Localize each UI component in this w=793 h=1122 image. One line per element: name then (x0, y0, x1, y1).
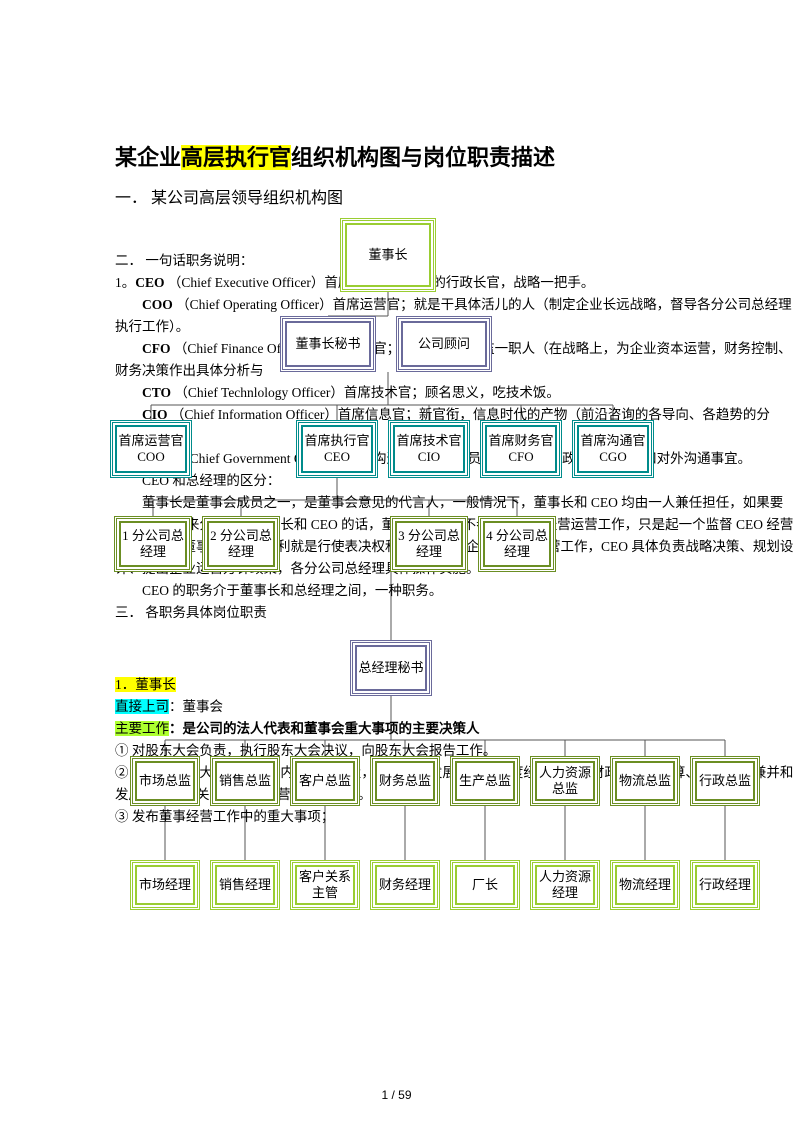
paragraph-ceo-between: CEO 的职务介于董事长和总经理之间，一种职务。 (115, 580, 793, 602)
org-box-secretary: 董事长秘书 (280, 316, 376, 372)
org-box-gm4: 4 分公司总经理 (478, 516, 556, 572)
section-3-heading: 三． 各职务具体岗位职责 (115, 602, 793, 624)
org-box-gm2: 2 分公司总经理 (202, 516, 280, 572)
org-box-m2: 销售经理 (210, 860, 280, 910)
section-2-heading: 二． 一句话职务说明： (115, 250, 793, 272)
org-box-d4: 财务总监 (370, 756, 440, 806)
org-box-d7: 物流总监 (610, 756, 680, 806)
org-box-m7: 物流经理 (610, 860, 680, 910)
org-box-ceo: 首席执行官CEO (296, 420, 378, 478)
org-box-d6: 人力资源总监 (530, 756, 600, 806)
resp-3: ③ 发布董事经营工作中的重大事项； (115, 806, 793, 828)
org-box-d1: 市场总监 (130, 756, 200, 806)
org-box-m1: 市场经理 (130, 860, 200, 910)
org-box-m5: 厂长 (450, 860, 520, 910)
page-number: 1 / 59 (0, 1088, 793, 1102)
org-box-d8: 行政总监 (690, 756, 760, 806)
org-box-cfo: 首席财务官CFO (480, 420, 562, 478)
chairman-heading: 1．董事长 (115, 674, 793, 696)
org-box-coo: 首席运营官COO (110, 420, 192, 478)
section-1-heading: 一． 某公司高层领导组织机构图 (115, 184, 793, 208)
main-work: 主要工作：是公司的法人代表和董事会重大事项的主要决策人 (115, 718, 793, 740)
doc-title: 某企业高层执行官组织机构图与岗位职责描述 (115, 140, 793, 172)
org-box-gm3: 3 分公司总经理 (390, 516, 468, 572)
org-box-cgo: 首席沟通官CGO (572, 420, 654, 478)
org-box-m8: 行政经理 (690, 860, 760, 910)
org-box-d3: 客户总监 (290, 756, 360, 806)
org-box-d2: 销售总监 (210, 756, 280, 806)
org-box-m3: 客户关系主管 (290, 860, 360, 910)
org-box-gm1: 1 分公司总经理 (114, 516, 192, 572)
direct-supervisor: 直接上司：董事会 (115, 696, 793, 718)
org-box-gmsec: 总经理秘书 (350, 640, 432, 696)
org-box-d5: 生产总监 (450, 756, 520, 806)
org-box-advisor: 公司顾问 (396, 316, 492, 372)
org-box-chairman: 董事长 (340, 218, 436, 292)
org-box-m4: 财务经理 (370, 860, 440, 910)
org-box-cio: 首席技术官CIO (388, 420, 470, 478)
org-box-m6: 人力资源经理 (530, 860, 600, 910)
ceo-desc: 1。CEO （Chief Executive Officer）首席执行官；最大的… (115, 272, 793, 294)
page-content: 某企业高层执行官组织机构图与岗位职责描述 一． 某公司高层领导组织机构图 二． … (115, 140, 793, 828)
cto-desc: CTO （Chief Technlology Officer）首席技术官；顾名思… (115, 382, 793, 404)
